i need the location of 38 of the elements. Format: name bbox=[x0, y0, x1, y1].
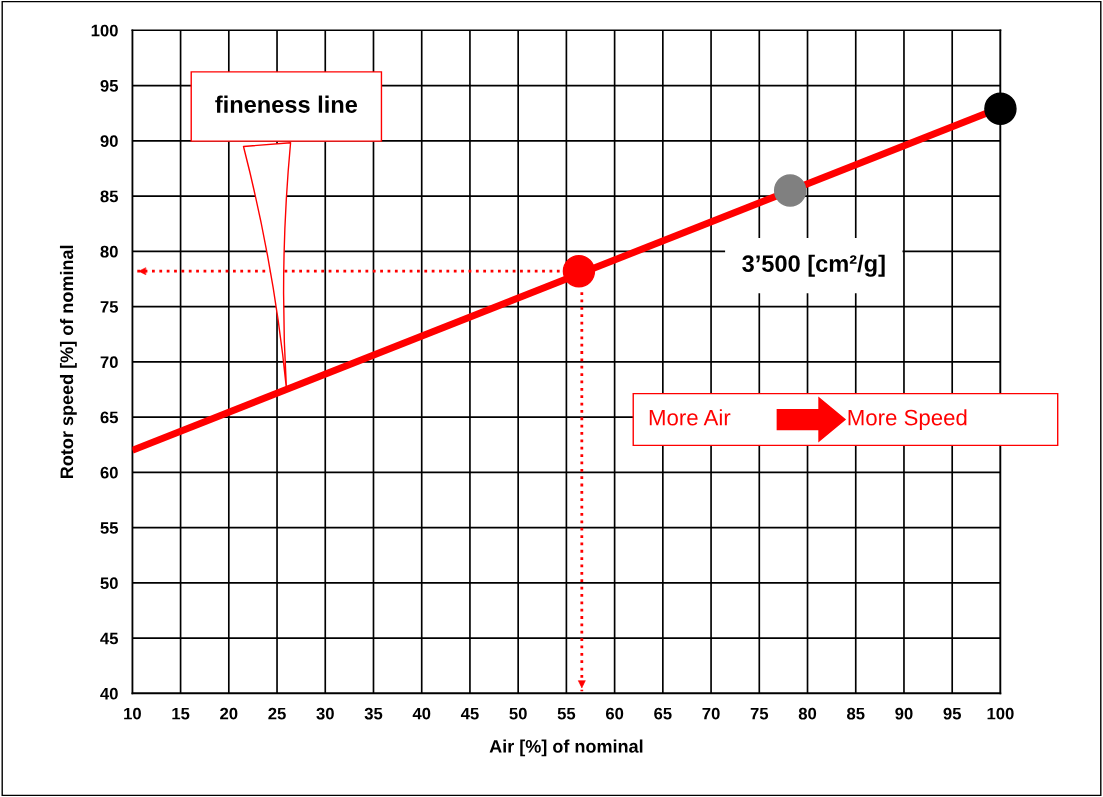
y-tick-label: 70 bbox=[100, 356, 118, 369]
x-tick-label: 45 bbox=[460, 707, 479, 720]
annotation: More Air bbox=[649, 409, 731, 426]
annotation: More Speed bbox=[848, 409, 967, 430]
x-tick-label: 55 bbox=[557, 707, 576, 720]
y-tick-label: 50 bbox=[100, 577, 118, 590]
annotation: fineness line bbox=[215, 95, 358, 113]
annotation: 3’500 [cm²/g] bbox=[742, 254, 885, 277]
y-axis-title: Rotor speed [%] of nominal bbox=[59, 245, 77, 478]
y-tick-label: 55 bbox=[100, 522, 119, 534]
y-tick-label: 90 bbox=[100, 135, 118, 148]
x-tick-label: 70 bbox=[702, 707, 720, 720]
y-tick-label: 85 bbox=[100, 190, 119, 203]
y-tick-label: 60 bbox=[100, 466, 118, 479]
y-tick-label: 40 bbox=[100, 687, 118, 700]
x-tick-label: 90 bbox=[895, 707, 913, 720]
x-tick-label: 65 bbox=[654, 707, 672, 720]
x-tick-label: 95 bbox=[943, 707, 961, 720]
x-tick-label: 40 bbox=[412, 707, 431, 720]
x-tick-label: 10 bbox=[124, 707, 141, 720]
y-tick-label: 100 bbox=[91, 24, 118, 37]
x-tick-label: 25 bbox=[268, 707, 286, 720]
y-tick-label: 75 bbox=[100, 301, 119, 313]
x-tick-label: 85 bbox=[847, 707, 865, 720]
x-tick-label: 100 bbox=[987, 707, 1014, 720]
x-axis-title: Air [%] of nominal bbox=[489, 739, 643, 757]
x-tick-label: 20 bbox=[220, 707, 238, 720]
x-tick-label: 15 bbox=[172, 707, 190, 720]
x-tick-label: 35 bbox=[364, 707, 383, 720]
y-tick-label: 45 bbox=[100, 632, 119, 645]
x-tick-label: 50 bbox=[509, 707, 527, 720]
x-tick-label: 30 bbox=[316, 707, 334, 720]
y-tick-label: 95 bbox=[100, 79, 119, 92]
x-tick-label: 80 bbox=[798, 707, 817, 720]
x-tick-label: 60 bbox=[605, 707, 624, 720]
x-tick-label: 75 bbox=[750, 707, 769, 720]
y-tick-label: 80 bbox=[100, 245, 118, 258]
y-tick-label: 65 bbox=[100, 411, 119, 424]
